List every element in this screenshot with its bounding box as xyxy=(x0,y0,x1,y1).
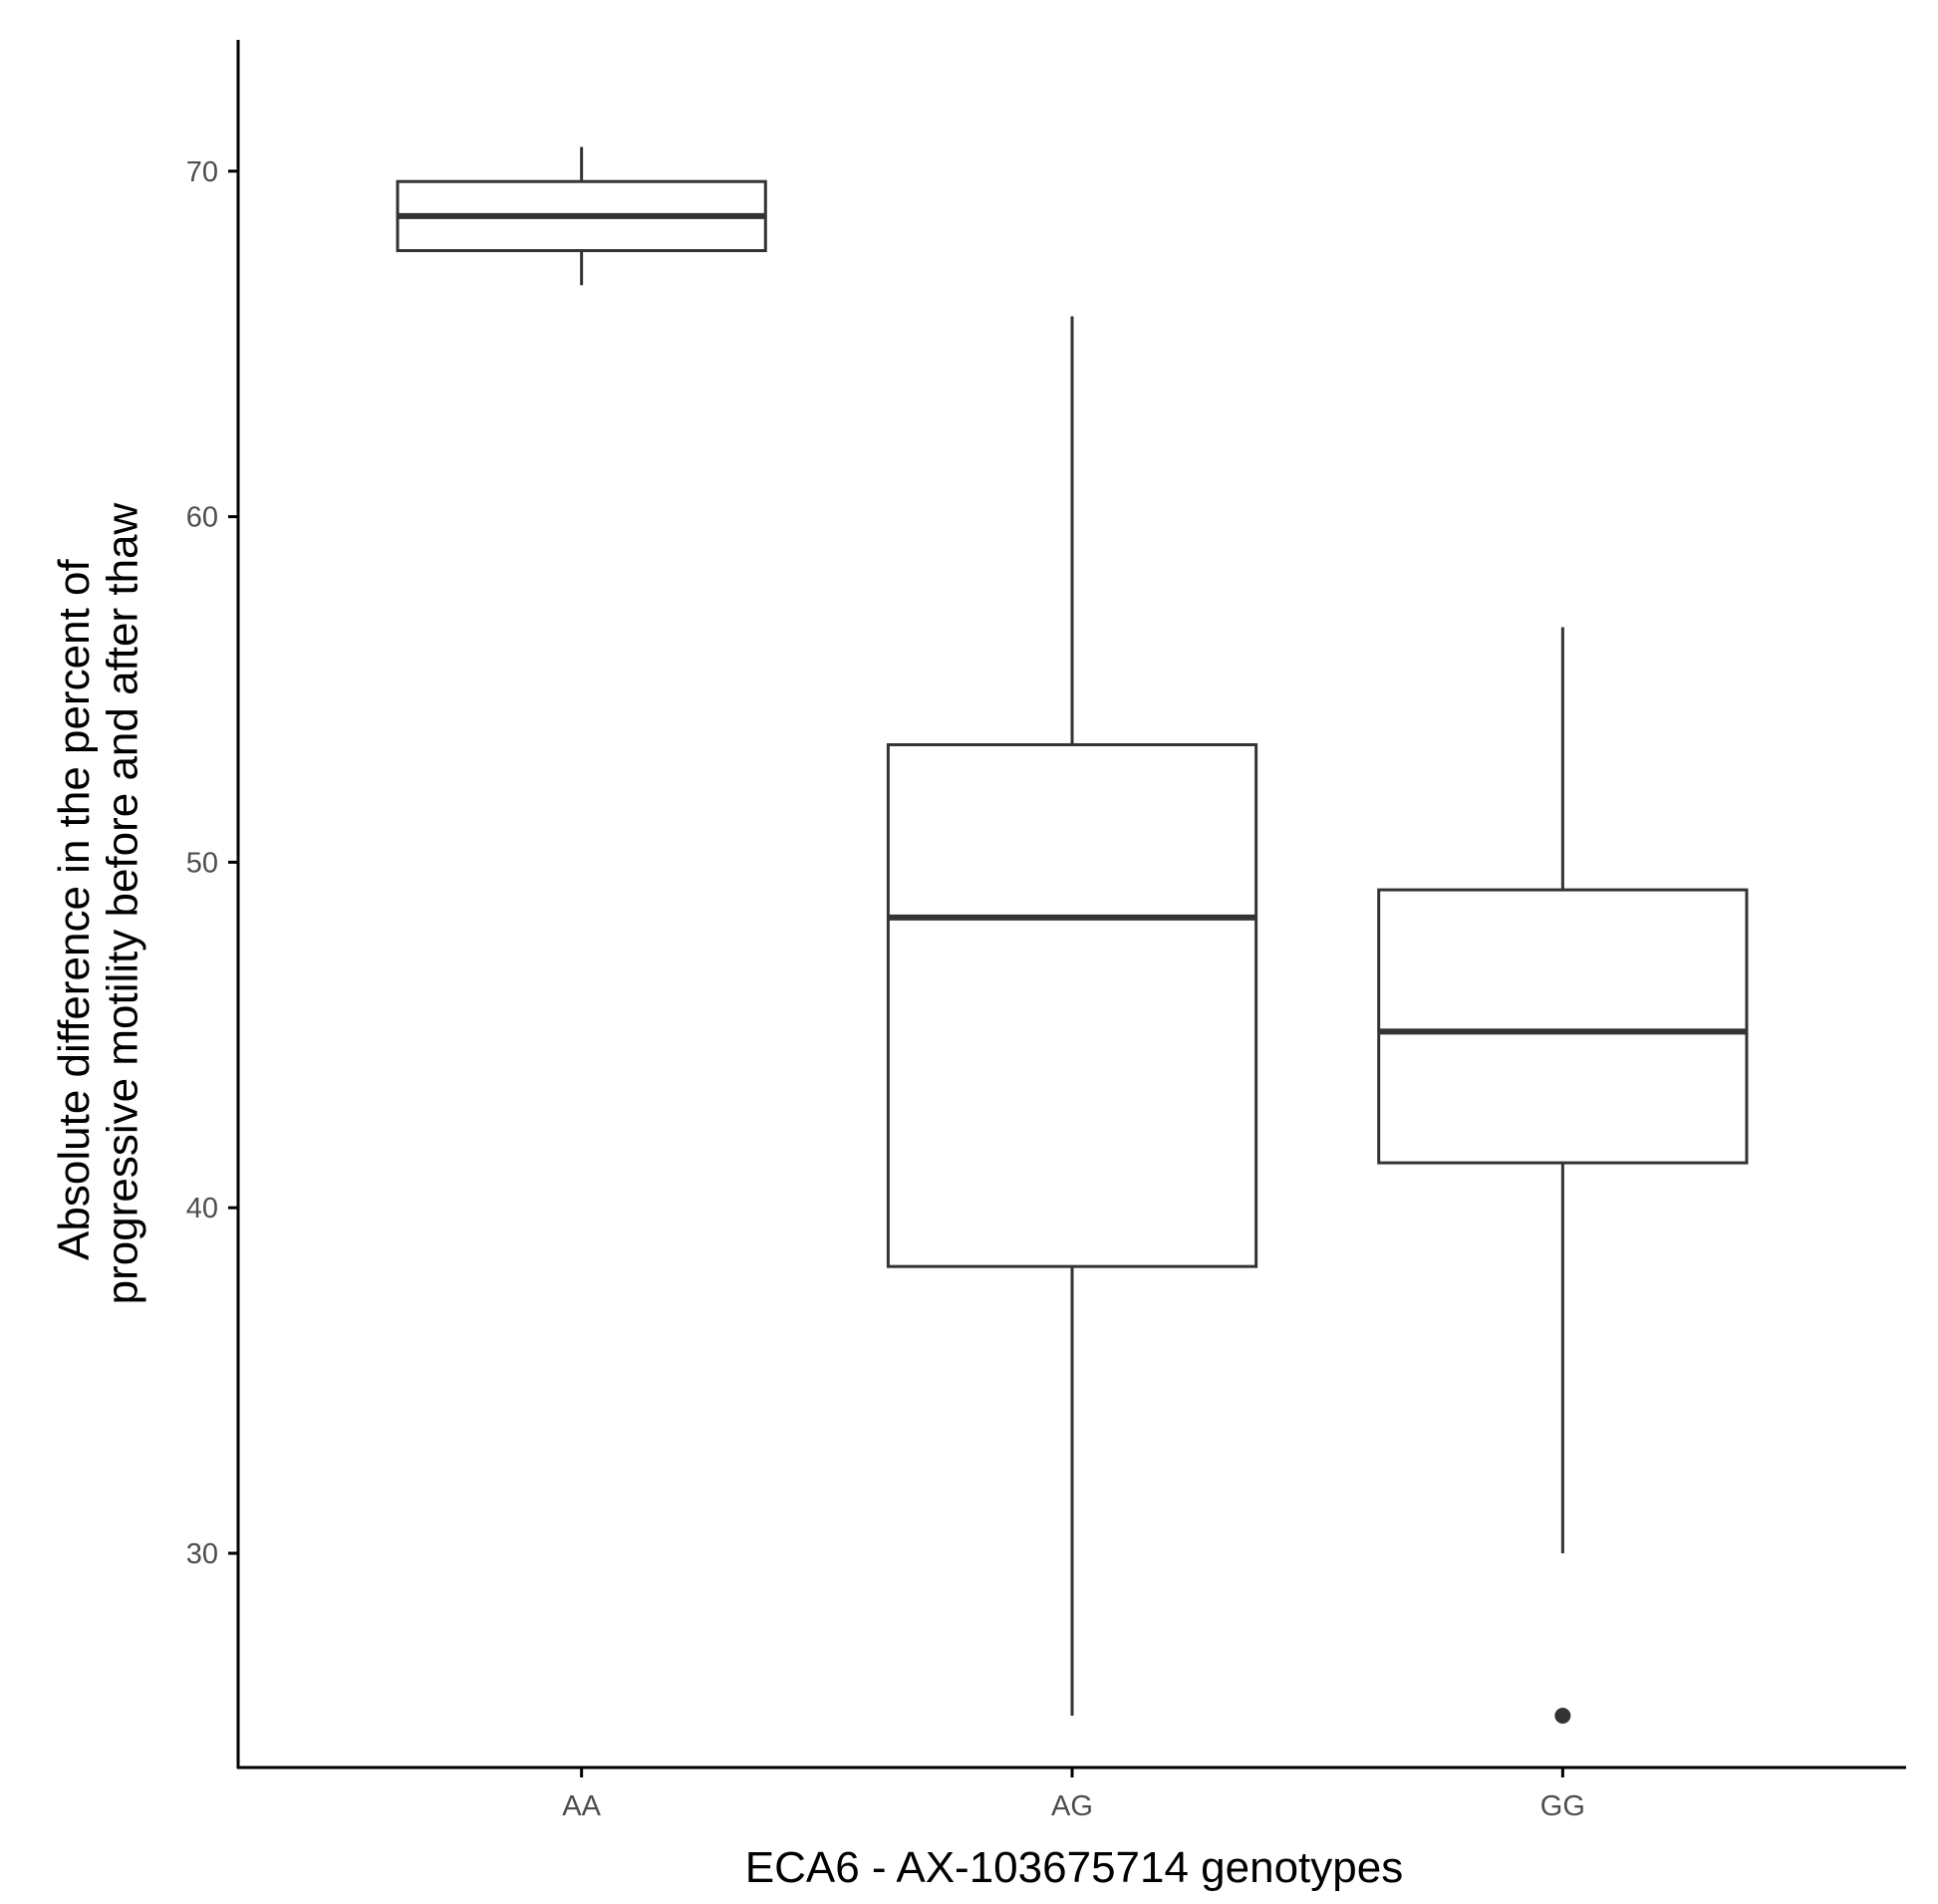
box-aa xyxy=(396,146,767,286)
interquartile-box xyxy=(886,742,1258,1268)
x-axis-title: ECA6 - AX-103675714 genotypes xyxy=(745,1843,1403,1892)
boxes-layer xyxy=(396,146,1749,1724)
y-axis-title-line-1: Absolute difference in the percent of xyxy=(50,559,99,1260)
outlier-point xyxy=(1554,1707,1571,1724)
x-tick-label: AA xyxy=(562,1790,601,1822)
y-tick-label: 30 xyxy=(186,1538,218,1570)
interquartile-box xyxy=(1377,888,1749,1165)
y-tick-label: 60 xyxy=(186,502,218,534)
y-axis-title: Absolute difference in the percent of pr… xyxy=(50,502,146,1304)
y-axis-ticks: 30 40 50 60 70 xyxy=(186,156,238,1570)
y-tick-label: 70 xyxy=(186,156,218,188)
y-axis-title-line-2: progressive motility before and after th… xyxy=(99,502,147,1304)
y-tick-label: 50 xyxy=(186,847,218,879)
box-ag xyxy=(886,316,1258,1716)
x-tick-label: GG xyxy=(1540,1790,1585,1822)
y-tick-label: 40 xyxy=(186,1193,218,1224)
x-axis-ticks: AA AG GG xyxy=(562,1768,1585,1822)
box-gg xyxy=(1377,627,1749,1724)
x-tick-label: AG xyxy=(1051,1790,1093,1822)
